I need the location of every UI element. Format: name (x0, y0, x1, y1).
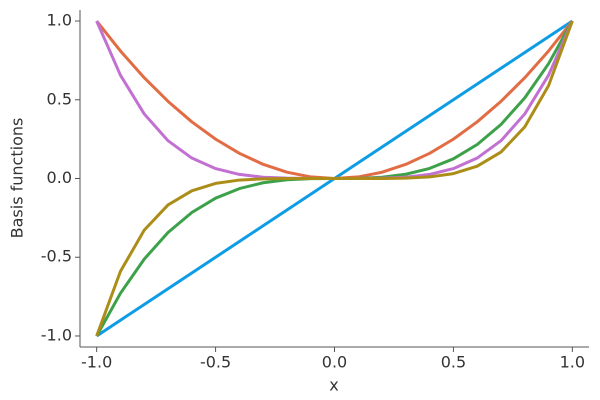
x-tick-label: -1.0 (81, 353, 112, 372)
series-line (95, 20, 574, 337)
y-tick-label: 0.0 (47, 168, 72, 187)
x-tick-label: -0.5 (200, 353, 231, 372)
y-tick-label: 1.0 (47, 11, 72, 30)
y-tick-label: -1.0 (41, 325, 72, 344)
y-tick-label: 0.5 (47, 89, 72, 108)
series-line (95, 20, 574, 180)
x-axis-label: x (329, 376, 338, 395)
y-axis-label: Basis functions (8, 118, 27, 239)
x-tick-label: 0.5 (441, 353, 466, 372)
x-tick-label: 1.0 (560, 353, 585, 372)
x-tick-label: 0.0 (322, 353, 347, 372)
y-tick-label: -0.5 (41, 247, 72, 266)
